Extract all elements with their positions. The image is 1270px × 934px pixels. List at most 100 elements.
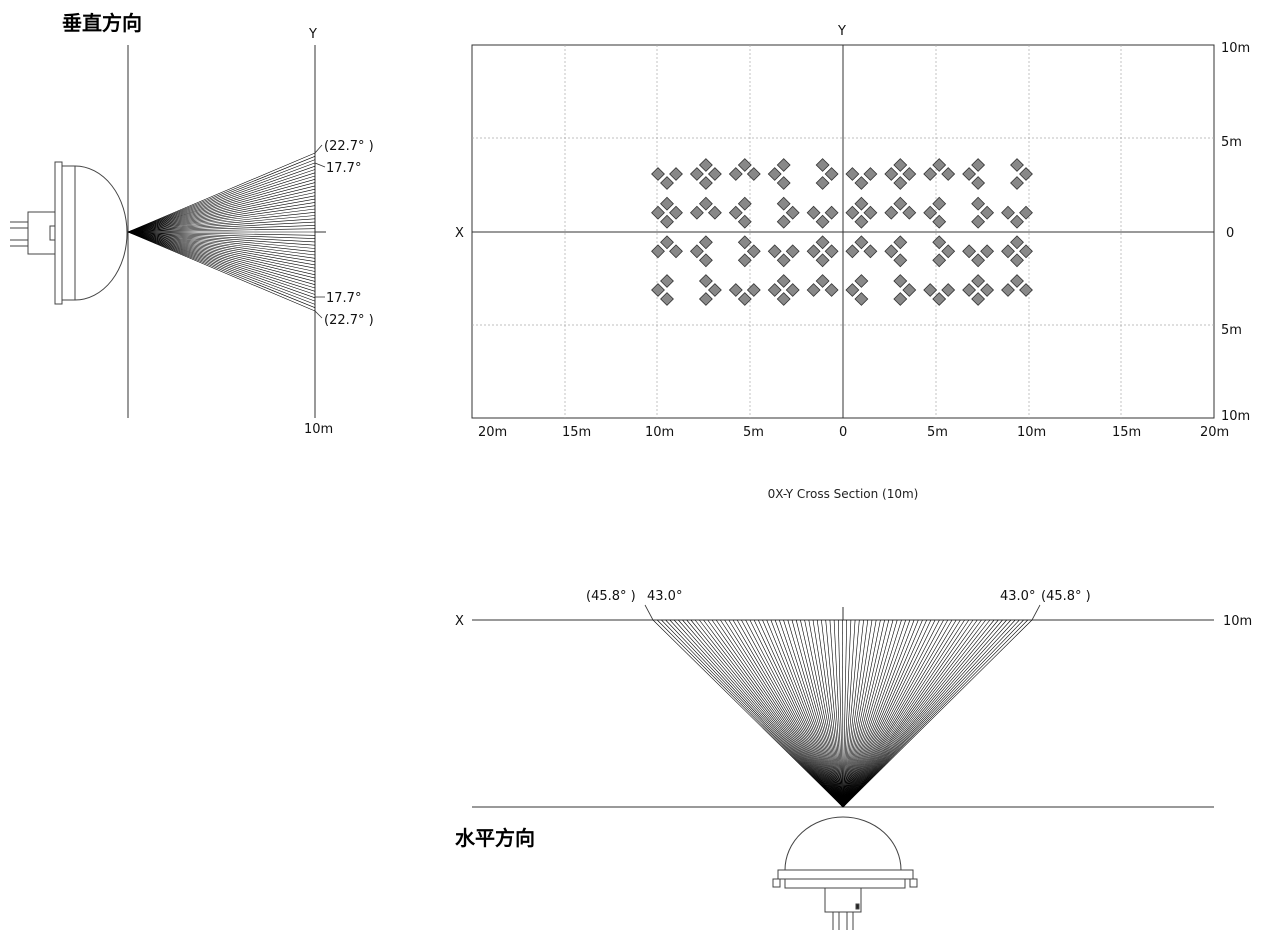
y-tick-label: 5m [1221, 135, 1242, 150]
horizontal-angle-left-inner: 43.0° [647, 589, 682, 604]
led-spot [971, 214, 986, 229]
horizontal-ray [842, 619, 999, 808]
led-spot [854, 196, 869, 211]
horizontal-ray [842, 619, 1003, 808]
horizontal-angle-right-inner: 43.0° [1000, 589, 1035, 604]
led-spot [1010, 158, 1024, 172]
x-tick-label: 10m [645, 425, 674, 440]
led-spot [941, 283, 956, 297]
horizontal-ray [842, 619, 847, 808]
led-spot [746, 167, 761, 181]
led-spot [971, 158, 986, 172]
horizontal-direction-title: 水平方向 [455, 826, 535, 850]
horizontal-ray [665, 619, 844, 808]
led-spot [1019, 167, 1033, 181]
x-tick-label: 20m [1200, 425, 1229, 440]
led-spot [776, 176, 791, 190]
horizontal-ray [833, 619, 844, 808]
led-spot [776, 158, 791, 172]
led-spot [854, 176, 869, 190]
horizontal-ray [842, 619, 906, 808]
horizontal-ray [720, 619, 844, 808]
led-spot [932, 158, 947, 172]
led-spot [1010, 176, 1024, 190]
vertical-ray [127, 231, 316, 253]
vertical-angle-inner-top: 17.7° [326, 161, 361, 176]
horizontal-ray [753, 619, 844, 808]
vertical-ray [127, 218, 316, 233]
led-spot [737, 235, 752, 250]
led-spot [893, 253, 908, 268]
horizontal-ray [842, 619, 919, 808]
vertical-ray [127, 185, 316, 233]
led-spot [932, 196, 947, 211]
vertical-ray [127, 231, 316, 256]
led-spot [854, 214, 869, 229]
led-spot [776, 196, 791, 211]
horizontal-ray [842, 619, 961, 808]
horizontal-ray [732, 619, 844, 808]
led-spot [806, 205, 821, 220]
vertical-ray-fan [127, 152, 316, 312]
led-spot [660, 235, 674, 250]
led-spot [785, 205, 800, 220]
led-spot [689, 205, 704, 220]
vertical-ray [127, 156, 316, 233]
led-spot [669, 205, 683, 220]
y-tick-label: 0 [1226, 226, 1234, 241]
led-spot [776, 274, 791, 288]
led-spot [737, 292, 752, 306]
horizontal-ray [795, 619, 844, 808]
led-spot [893, 235, 908, 250]
horizontal-ray [838, 619, 844, 808]
horizontal-ray [842, 619, 949, 808]
horizontal-ray [842, 619, 890, 808]
led-spot [980, 283, 995, 297]
horizontal-ray [842, 619, 944, 808]
led-spot [1019, 205, 1033, 220]
vertical-ray [127, 225, 316, 233]
led-spot [698, 274, 713, 288]
led-spot [660, 196, 674, 211]
led-spot [980, 244, 995, 259]
led-spot [728, 205, 743, 220]
vertical-ray [127, 231, 316, 262]
led-spot [893, 274, 908, 288]
led-spot [746, 283, 761, 297]
horizontal-ray [842, 619, 995, 808]
horizontal-ray [842, 619, 1012, 808]
led-spot [902, 283, 917, 297]
outer-bottom-leader [314, 310, 323, 319]
led-spot [746, 244, 761, 259]
vertical-ray [127, 231, 316, 239]
led-spot [941, 244, 956, 259]
led-spot [815, 214, 830, 229]
horizontal-ray [745, 619, 844, 808]
led-spot [845, 205, 860, 220]
horizontal-angle-left-outer: (45.8° ) [586, 589, 636, 604]
horizontal-ray [842, 619, 932, 808]
vertical-ray [127, 231, 316, 276]
led-spot [824, 283, 839, 297]
led-spot [854, 292, 869, 306]
vertical-ray [127, 162, 316, 233]
led-spot [737, 158, 752, 172]
led-spot [698, 235, 713, 250]
led-spot [737, 196, 752, 211]
vertical-ray [127, 169, 316, 233]
cross-section-panel: Y X 20m 15m 10m 5m 0 5m 10m 15m 20m 10m … [455, 24, 1250, 501]
vertical-ray [127, 231, 316, 266]
vertical-ray [127, 182, 316, 233]
horizontal-ray [779, 619, 844, 808]
horizontal-ray [842, 619, 936, 808]
horizontal-ray [686, 619, 844, 808]
led-spot [923, 283, 938, 297]
horizontal-ray [724, 619, 844, 808]
horizontal-ray [758, 619, 844, 808]
horizontal-ray [770, 619, 844, 808]
x-tick-label: 15m [1112, 425, 1141, 440]
vertical-angle-outer-top: (22.7° ) [324, 139, 374, 154]
y-tick-label: 10m [1221, 41, 1250, 56]
lamp-top-view [772, 816, 918, 930]
horizontal-ray [842, 619, 885, 808]
